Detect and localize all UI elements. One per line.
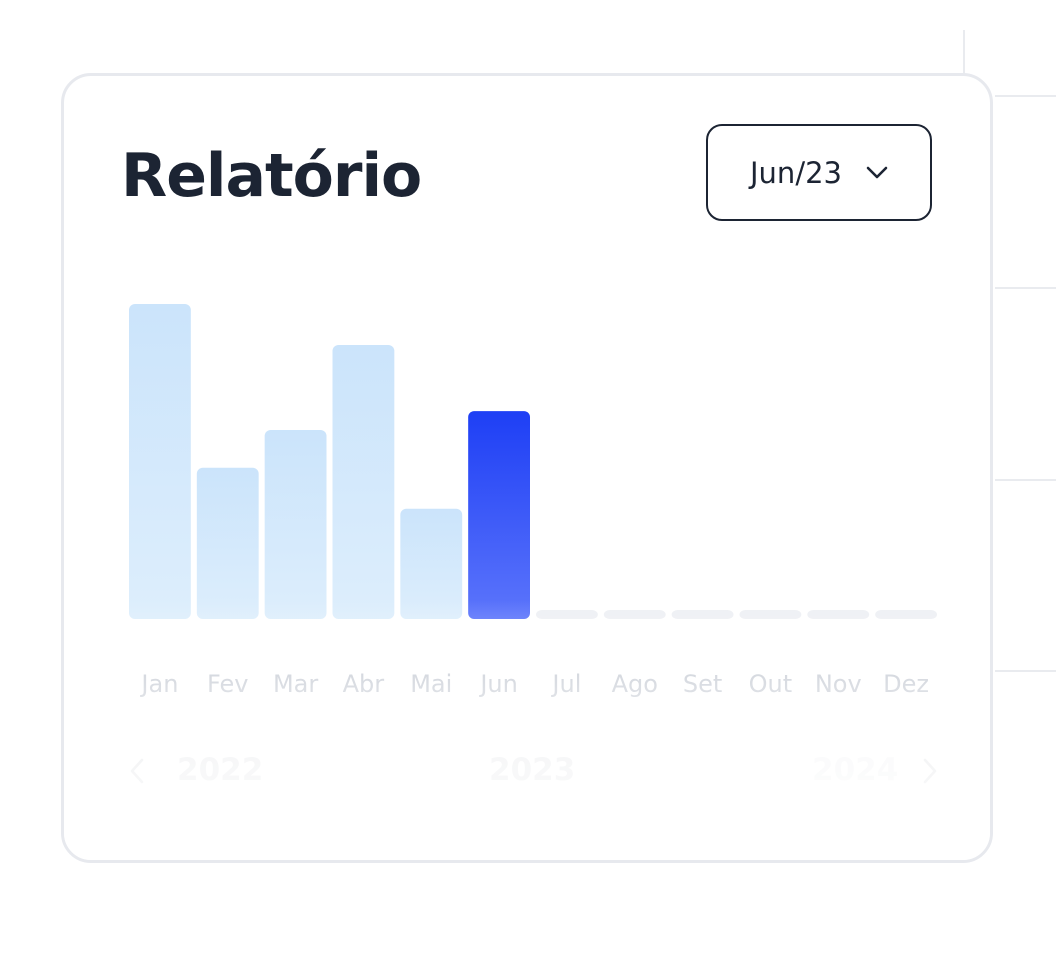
chart-x-tick-label: Fev [207,670,248,698]
chart-bar-empty[interactable] [536,610,598,619]
month-select[interactable]: Jun/23 [706,124,932,221]
chart-bar-empty[interactable] [807,610,870,619]
background-line [995,95,1056,97]
chart-bars [129,304,937,619]
chart-x-tick-label: Mar [273,670,318,698]
background-line [995,287,1056,289]
chart-bar[interactable] [400,508,463,619]
chart-x-axis-labels: Jan Fev Mar Abr Mai Jun Jul Ago Set Out Nov Dez [139,670,929,698]
monthly-bar-chart: Jan Fev Mar Abr Mai Jun Jul Ago Set Out Nov Dez [129,304,937,698]
chart-x-tick-label: Out [749,670,793,698]
chart-bar-empty[interactable] [603,610,666,619]
year-navigator: 2022 2023 2024 [64,736,990,806]
year-current[interactable]: 2023 [489,752,576,788]
month-select-value: Jun/23 [750,155,842,190]
chart-x-tick-label: Nov [815,670,862,698]
chart-bar-selected[interactable] [468,411,530,619]
chevron-left-icon[interactable] [122,756,152,786]
chart-x-tick-label: Mai [410,670,452,698]
chart-x-tick-label: Set [683,670,722,698]
chart-bar[interactable] [332,344,395,619]
chevron-right-icon[interactable] [915,756,945,786]
chart-x-tick-label: Abr [343,670,385,698]
background-line [963,30,965,75]
background-line [995,670,1056,672]
chevron-down-icon [866,166,888,180]
chart-bar-empty[interactable] [671,610,734,619]
year-previous[interactable]: 2022 [177,752,264,788]
year-next[interactable]: 2024 [812,752,899,788]
chart-x-tick-label: Dez [883,670,929,698]
card-bottom-fade [64,600,990,860]
chart-bar[interactable] [129,304,191,619]
chart-bar[interactable] [196,467,259,619]
chart-bar-empty[interactable] [739,610,802,619]
background-line [995,479,1056,481]
card-title: Relatório [121,141,422,211]
chart-bar[interactable] [264,430,327,619]
chart-x-tick-label: Ago [612,670,658,698]
chart-bar-empty[interactable] [875,610,937,619]
chart-x-tick-label: Jun [478,670,518,698]
report-card: Relatório Jun/23 Jan Fev Mar Abr Mai Jun Jul Ag… [61,73,993,863]
chart-x-tick-label: Jan [139,670,178,698]
chart-x-tick-label: Jul [550,670,581,698]
